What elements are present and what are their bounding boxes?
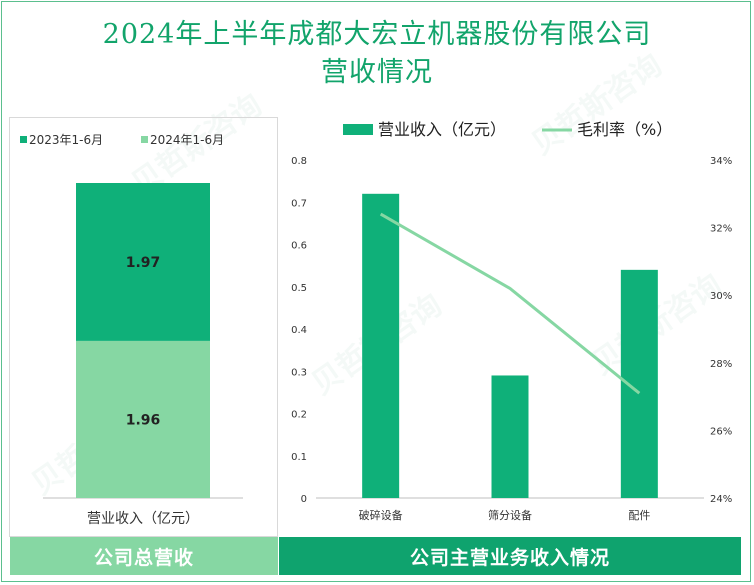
- left-y-tick-label: 0.6: [291, 241, 307, 252]
- right-y-tick-label: 26%: [710, 426, 732, 437]
- title-line-1: 2024年上半年成都大宏立机器股份有限公司: [102, 19, 652, 50]
- left-y-tick-label: 0.8: [291, 156, 307, 167]
- legend-swatch-revenue: [343, 124, 373, 135]
- legend-swatch-2024: [141, 136, 148, 143]
- left-bar-value-label: 1.97: [126, 255, 161, 271]
- legend-label-2023: 2023年1-6月: [29, 133, 103, 147]
- legend-label-revenue: 营业收入（亿元）: [378, 120, 506, 139]
- right-footer-label: 公司主营业务收入情况: [409, 546, 610, 569]
- left-bar-segment-2024: [76, 340, 210, 498]
- legend-swatch-2023: [20, 136, 27, 143]
- left-y-tick-label: 0.3: [291, 367, 307, 378]
- left-y-tick-label: 0.2: [291, 410, 307, 421]
- right-y-tick-label: 28%: [710, 359, 732, 370]
- right-y-tick-label: 34%: [710, 156, 732, 167]
- left-chart: 2023年1-6月 2024年1-6月 营业收入（亿元） 1.96 1.97: [20, 133, 243, 527]
- left-x-category-label: 营业收入（亿元）: [87, 511, 199, 527]
- margin-line: [379, 212, 641, 395]
- left-y-tick-label: 0.7: [291, 198, 307, 209]
- legend-label-2024: 2024年1-6月: [150, 133, 224, 147]
- left-footer-label: 公司总营收: [93, 546, 194, 569]
- left-bar-value-label: 1.96: [126, 412, 161, 428]
- left-y-tick-label: 0: [301, 494, 307, 505]
- left-footer-band: 公司总营收: [10, 537, 278, 575]
- page-title: 2024年上半年成都大宏立机器股份有限公司 营收情况: [0, 16, 754, 92]
- left-y-tick-label: 0.4: [291, 325, 307, 336]
- revenue-bar: [362, 193, 400, 499]
- revenue-bar: [491, 375, 529, 498]
- title-line-2: 营收情况: [321, 57, 433, 88]
- left-bar-segment-2023: [76, 183, 210, 341]
- right-y-tick-label: 30%: [710, 291, 732, 302]
- x-category-label: 破碎设备: [359, 508, 403, 522]
- legend-label-margin: 毛利率（%）: [577, 120, 672, 139]
- right-footer-band: 公司主营业务收入情况: [279, 537, 741, 575]
- right-y-tick-label: 32%: [710, 224, 732, 235]
- x-category-label: 配件: [628, 509, 650, 522]
- right-y-tick-label: 24%: [710, 494, 732, 505]
- left-y-tick-label: 0.1: [291, 452, 307, 463]
- left-chart-panel: [9, 117, 278, 537]
- left-y-tick-label: 0.5: [291, 283, 307, 294]
- right-chart: 营业收入（亿元） 毛利率（%） 0 0.1 0.2 0.3 0.4 0.5 0.6 0.7 0.…: [291, 120, 732, 522]
- x-category-label: 筛分设备: [488, 508, 532, 522]
